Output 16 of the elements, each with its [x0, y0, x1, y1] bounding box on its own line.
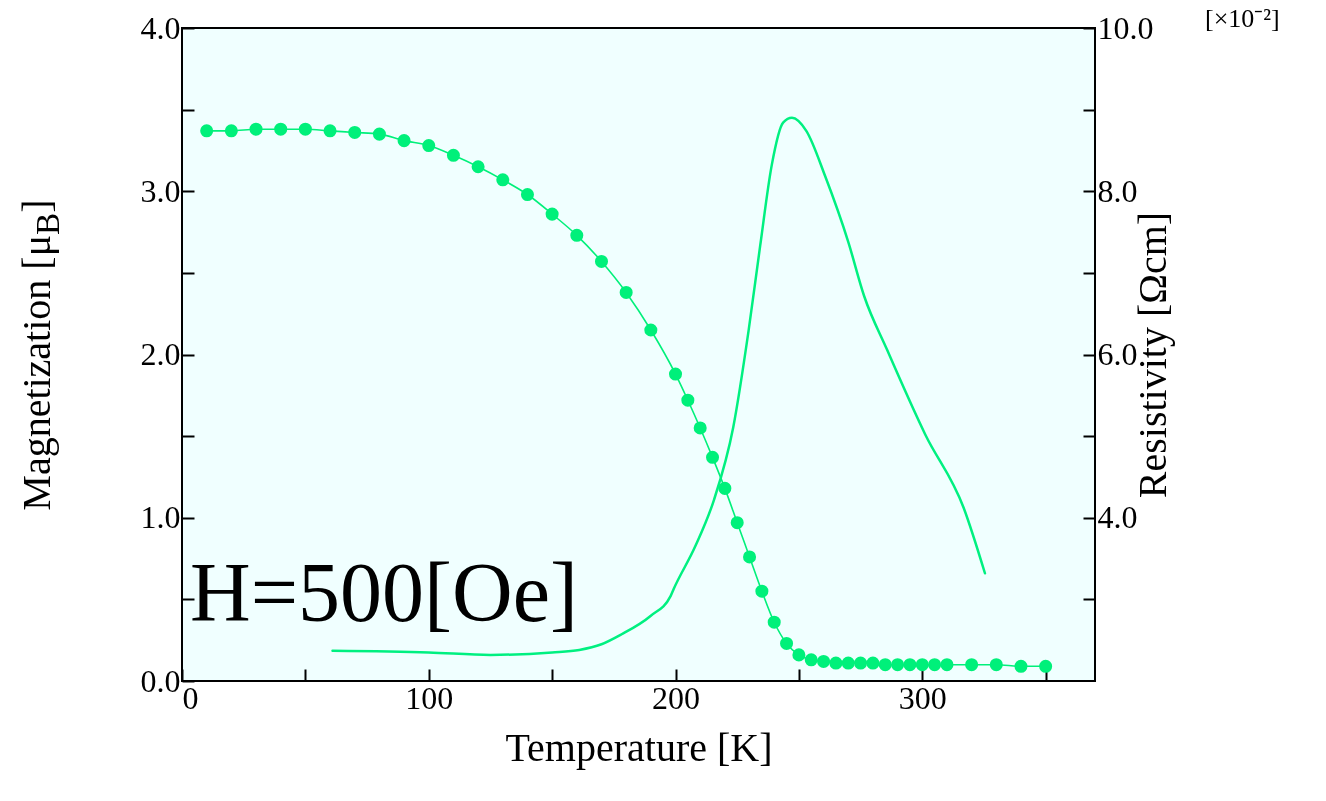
y-tick-label: 2.0 [140, 336, 181, 372]
y2-tick-label: 6.0 [1097, 336, 1138, 372]
y-tick-label: 4.0 [140, 9, 181, 46]
annotation: H=500[Oe] [190, 546, 578, 639]
x-tick-label: 300 [898, 679, 947, 716]
y-tick-label: 0.0 [140, 662, 181, 699]
x-tick-label: 0 [182, 679, 199, 716]
x-tick-label: 200 [652, 679, 701, 716]
y2-tick-label: 10.0 [1097, 9, 1154, 46]
y-tick-label: 3.0 [140, 172, 181, 209]
y-tick-label: 1.0 [140, 499, 181, 536]
x-axis-title: Temperature [K] [505, 724, 773, 770]
y2-tick-label: 4.0 [1097, 499, 1138, 536]
text: [×10⁻²] [1205, 4, 1280, 33]
y2-tick-label: 8.0 [1097, 172, 1138, 209]
x-tick-label: 100 [405, 679, 454, 716]
